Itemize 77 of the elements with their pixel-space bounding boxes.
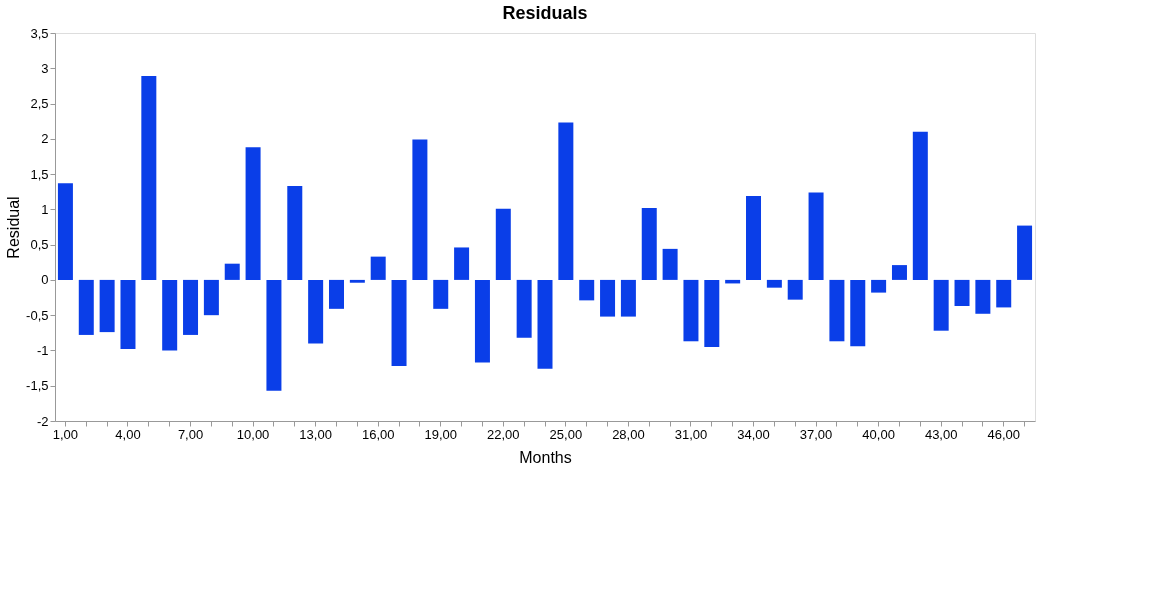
bar [99, 279, 115, 333]
bar [850, 279, 866, 347]
bar [662, 248, 678, 280]
bar [600, 279, 616, 317]
bar [683, 279, 699, 342]
y-tick-label: 1 [41, 201, 49, 217]
y-tick-label: 2,5 [30, 96, 49, 112]
bar [871, 279, 887, 293]
bar [57, 183, 73, 280]
bar [391, 279, 407, 366]
x-tick-label: 46,00 [987, 426, 1020, 442]
bar [746, 195, 762, 280]
bar [766, 279, 782, 288]
bar [412, 139, 428, 280]
x-tick-label: 34,00 [737, 426, 770, 442]
chart-title: Residuals [502, 3, 588, 23]
x-tick-label: 31,00 [674, 426, 708, 442]
bar [829, 279, 845, 342]
x-tick-label: 7,00 [177, 426, 204, 442]
bar [933, 279, 949, 331]
x-tick-label: 37,00 [799, 426, 833, 442]
y-tick-label: 2 [41, 131, 49, 147]
bar [245, 147, 261, 280]
bar [495, 208, 511, 280]
x-tick-label: 28,00 [612, 426, 645, 442]
bar [954, 279, 970, 307]
y-axis-title: Residual [5, 196, 23, 259]
bar [912, 131, 928, 280]
bar [787, 279, 803, 300]
bar [996, 279, 1012, 308]
bar [454, 247, 470, 280]
bar [620, 279, 636, 317]
x-tick-label: 19,00 [424, 426, 458, 442]
bar [704, 279, 720, 347]
bar [266, 279, 282, 391]
x-tick-label: 16,00 [361, 426, 395, 442]
bar [537, 279, 553, 369]
bar [975, 279, 991, 314]
bar [162, 279, 178, 351]
y-tick-label: 0 [41, 272, 49, 288]
x-tick-label: 1,00 [52, 426, 79, 442]
bar [120, 279, 136, 350]
bar [558, 122, 574, 280]
y-tick-label: 3 [41, 60, 49, 76]
bar [308, 279, 324, 344]
bar [287, 186, 303, 280]
bar [183, 279, 199, 335]
bar [1017, 225, 1033, 280]
y-tick-label: 3,5 [30, 25, 49, 41]
bar [370, 256, 386, 280]
y-tick-label: 1,5 [30, 166, 49, 182]
y-tick-label: 0,5 [30, 237, 49, 253]
bar [579, 279, 595, 301]
bar [328, 279, 344, 309]
bar [641, 207, 657, 280]
y-tick-label: -1 [36, 342, 49, 358]
bar [78, 279, 94, 335]
bar [891, 265, 907, 280]
x-tick-label: 4,00 [115, 426, 141, 442]
x-tick-label: 22,00 [487, 426, 520, 442]
bar [141, 76, 157, 280]
bar [474, 279, 490, 363]
y-tick-label: -0,5 [26, 307, 49, 323]
x-tick-label: 10,00 [236, 426, 270, 442]
bar [516, 279, 532, 338]
y-tick-label: -1,5 [26, 378, 49, 394]
bar [808, 192, 824, 280]
x-axis-title: Months [519, 448, 572, 466]
x-tick-label: 43,00 [924, 426, 958, 442]
y-tick-label: -2 [36, 413, 49, 429]
x-tick-label: 13,00 [299, 426, 332, 442]
x-tick-label: 25,00 [549, 426, 583, 442]
bar [203, 279, 219, 316]
bar [349, 279, 365, 283]
x-tick-label: 40,00 [862, 426, 895, 442]
bar [433, 279, 449, 309]
bar [224, 263, 240, 280]
